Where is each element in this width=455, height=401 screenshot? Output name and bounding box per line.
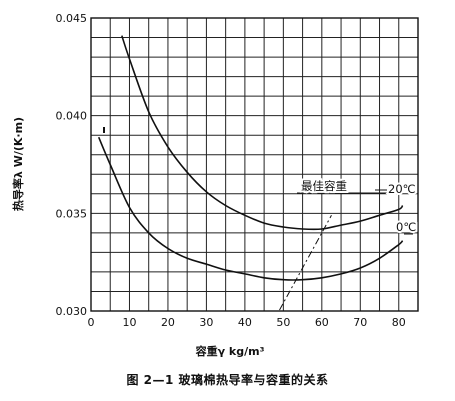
x-tick-label: 0 bbox=[88, 316, 95, 329]
optimum-density-label: 最佳容重 bbox=[301, 179, 347, 193]
y-tick-label: 0.035 bbox=[56, 207, 88, 220]
x-tick-label: 50 bbox=[276, 316, 290, 329]
x-tick-label: 40 bbox=[238, 316, 252, 329]
x-tick-label: 30 bbox=[199, 316, 213, 329]
x-tick-label: 20 bbox=[161, 316, 175, 329]
y-tick-label: 0.045 bbox=[56, 12, 88, 25]
x-tick-label: 60 bbox=[315, 316, 329, 329]
series-0c-label: 0℃ bbox=[396, 220, 416, 234]
y-axis-title: 热导率λ W/(K·m) bbox=[11, 117, 25, 211]
x-tick-label: 80 bbox=[392, 316, 406, 329]
series-line-1 bbox=[97, 136, 404, 281]
y-tick-labels: 0.030 0.035 0.040 0.045 bbox=[56, 12, 88, 318]
series-line-0 bbox=[121, 35, 404, 231]
y-tick-label: 0.040 bbox=[56, 110, 88, 123]
x-tick-label: 70 bbox=[353, 316, 367, 329]
figure-caption: 图 2—1 玻璃棉热导率与容重的关系 bbox=[126, 373, 329, 387]
series-20c-label: 20℃ bbox=[388, 182, 416, 196]
optimum-density-line bbox=[279, 215, 332, 311]
y-tick-label: 0.030 bbox=[56, 305, 88, 318]
x-axis-title: 容重γ kg/m³ bbox=[195, 344, 265, 358]
plot-frame bbox=[90, 17, 419, 312]
x-tick-label: 10 bbox=[122, 316, 136, 329]
grid bbox=[91, 18, 418, 311]
series bbox=[97, 35, 404, 281]
x-tick-labels: 0 10 20 30 40 50 60 70 80 bbox=[88, 316, 406, 329]
